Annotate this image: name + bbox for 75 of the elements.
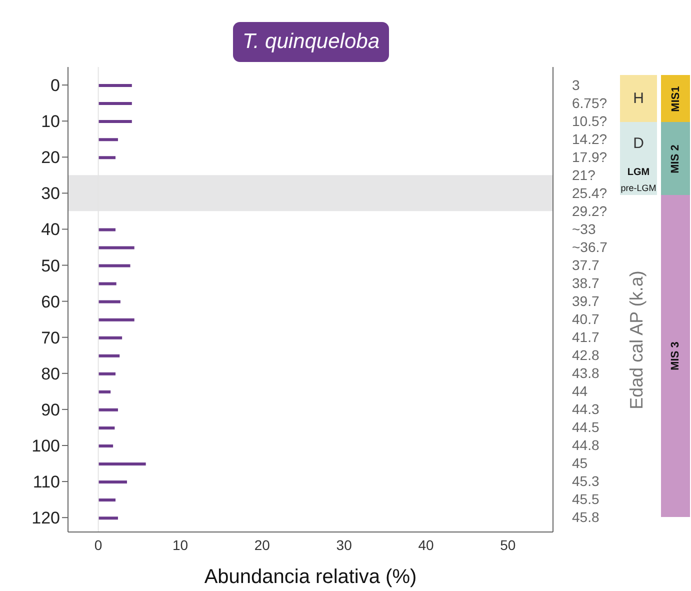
text: MIS1 bbox=[670, 86, 682, 112]
y-tick-label: 40 bbox=[41, 220, 60, 240]
text: 42.8 bbox=[572, 346, 600, 364]
y-tick-label: 100 bbox=[32, 436, 60, 456]
bar bbox=[98, 138, 118, 142]
text: LGM bbox=[627, 167, 650, 178]
text: 25.4? bbox=[572, 184, 608, 202]
y-tick-label: 110 bbox=[32, 472, 60, 492]
y-tick-label: 90 bbox=[41, 400, 60, 420]
bar bbox=[98, 354, 120, 358]
bar bbox=[98, 228, 116, 232]
bar bbox=[98, 480, 127, 484]
bar bbox=[98, 282, 116, 286]
text: 44 bbox=[572, 382, 588, 400]
text: 45 bbox=[572, 454, 588, 472]
bar bbox=[98, 84, 132, 88]
text: 21? bbox=[572, 166, 596, 184]
y-tick-label: 50 bbox=[41, 256, 60, 276]
bar bbox=[98, 390, 111, 394]
text: 41.7 bbox=[572, 328, 600, 346]
bar bbox=[98, 408, 118, 412]
bar bbox=[98, 246, 134, 250]
x-tick-label: 50 bbox=[500, 536, 516, 553]
text: 10.5? bbox=[572, 112, 608, 130]
y-tick-label: 0 bbox=[50, 76, 60, 96]
text: 17.9? bbox=[572, 148, 608, 166]
y-tick-label: 30 bbox=[41, 184, 60, 204]
text: ~33 bbox=[572, 220, 596, 238]
bar bbox=[98, 372, 116, 376]
chart-title: T. quinqueloba bbox=[233, 22, 389, 62]
y-tick-label: 10 bbox=[41, 112, 60, 132]
y-tick-label: 70 bbox=[41, 328, 60, 348]
bar bbox=[98, 102, 132, 106]
bar bbox=[98, 318, 134, 322]
text: 44.8 bbox=[572, 436, 600, 454]
text: 37.7 bbox=[572, 256, 600, 274]
x-tick-label: 10 bbox=[172, 536, 188, 553]
bar bbox=[98, 426, 115, 430]
bar bbox=[98, 336, 122, 340]
text: 40.7 bbox=[572, 310, 600, 328]
text: 38.7 bbox=[572, 274, 600, 292]
text: D bbox=[633, 135, 644, 152]
bar bbox=[98, 156, 116, 160]
x-tick-label: 0 bbox=[94, 536, 102, 553]
x-tick-label: 40 bbox=[418, 536, 434, 553]
bar bbox=[98, 300, 120, 304]
bar bbox=[98, 462, 146, 466]
y-tick-label: 60 bbox=[41, 292, 60, 312]
text: 29.2? bbox=[572, 202, 608, 220]
text: MIS 2 bbox=[669, 144, 682, 173]
text: 14.2? bbox=[572, 130, 608, 148]
text: 43.8 bbox=[572, 364, 600, 382]
y-tick-label: 80 bbox=[41, 364, 60, 384]
y2-axis-title: Edad cal AP (k.a) bbox=[626, 270, 648, 410]
x-axis-title: Abundancia relativa (%) bbox=[204, 566, 417, 588]
text: MIS 3 bbox=[669, 342, 682, 370]
bar bbox=[98, 516, 118, 520]
text: 44.5 bbox=[572, 418, 600, 436]
y-tick-label: 20 bbox=[41, 148, 60, 168]
bar bbox=[98, 444, 114, 448]
text: 44.3 bbox=[572, 400, 600, 418]
bar bbox=[98, 498, 116, 502]
text: 39.7 bbox=[572, 292, 600, 310]
text: ~36.7 bbox=[572, 238, 608, 256]
text: 45.8 bbox=[572, 508, 600, 526]
y-tick-label: 120 bbox=[32, 508, 60, 528]
bar bbox=[98, 120, 132, 124]
text: H bbox=[633, 90, 644, 107]
text: 6.75? bbox=[572, 94, 608, 112]
text: 45.3 bbox=[572, 472, 600, 490]
text: 45.5 bbox=[572, 490, 600, 508]
bar bbox=[98, 264, 130, 268]
x-tick-label: 30 bbox=[336, 536, 352, 553]
x-tick-label: 20 bbox=[254, 536, 270, 553]
text: 3 bbox=[572, 76, 580, 94]
